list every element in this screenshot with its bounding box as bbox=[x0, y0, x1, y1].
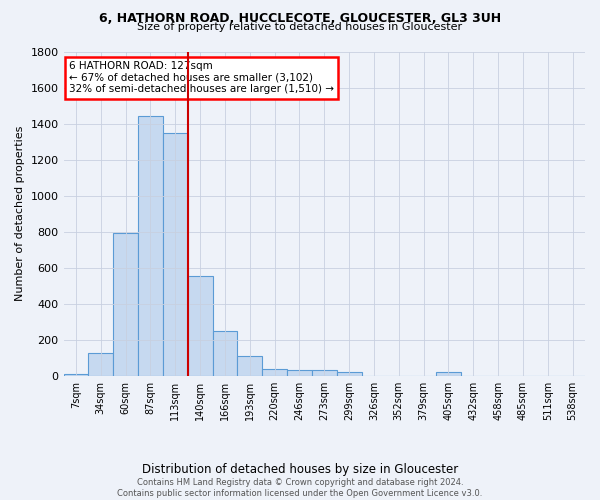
Bar bbox=[287, 370, 312, 376]
Bar bbox=[113, 234, 138, 376]
Bar bbox=[337, 372, 362, 376]
Text: Distribution of detached houses by size in Gloucester: Distribution of detached houses by size … bbox=[142, 462, 458, 475]
Bar bbox=[238, 356, 262, 376]
Bar bbox=[188, 276, 212, 376]
Bar bbox=[163, 134, 188, 376]
Bar bbox=[436, 372, 461, 376]
Bar bbox=[212, 330, 238, 376]
Text: Size of property relative to detached houses in Gloucester: Size of property relative to detached ho… bbox=[137, 22, 463, 32]
Text: 6 HATHORN ROAD: 127sqm
← 67% of detached houses are smaller (3,102)
32% of semi-: 6 HATHORN ROAD: 127sqm ← 67% of detached… bbox=[69, 61, 334, 94]
Bar bbox=[262, 370, 287, 376]
Bar bbox=[88, 353, 113, 376]
Text: Contains HM Land Registry data © Crown copyright and database right 2024.
Contai: Contains HM Land Registry data © Crown c… bbox=[118, 478, 482, 498]
Bar bbox=[312, 370, 337, 376]
Text: 6, HATHORN ROAD, HUCCLECOTE, GLOUCESTER, GL3 3UH: 6, HATHORN ROAD, HUCCLECOTE, GLOUCESTER,… bbox=[99, 12, 501, 26]
Y-axis label: Number of detached properties: Number of detached properties bbox=[15, 126, 25, 302]
Bar bbox=[64, 374, 88, 376]
Bar bbox=[138, 116, 163, 376]
